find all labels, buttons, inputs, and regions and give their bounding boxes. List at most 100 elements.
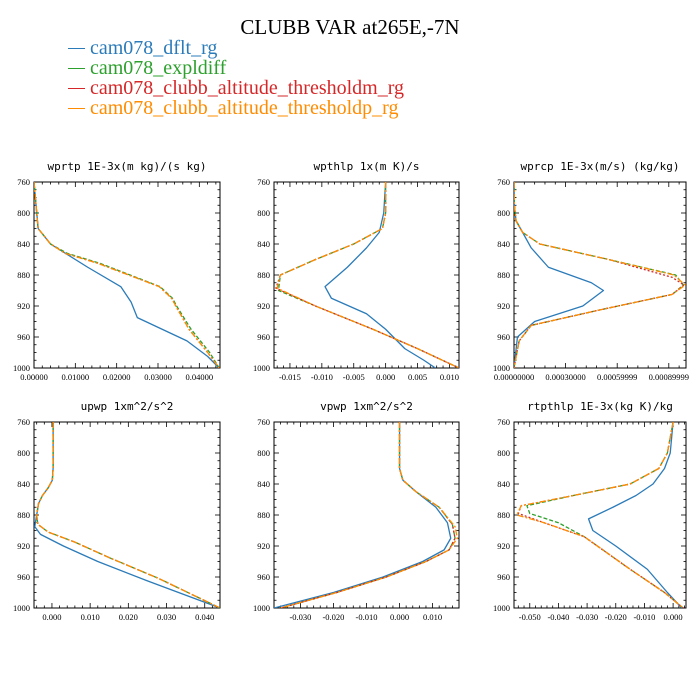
series-line-2 [36,422,220,608]
y-tick-label: 800 [17,448,30,458]
chart-panel-0: wprtp 1E-3x(m kg)/(s kg) 760 800 840 880 920 9… [13,160,221,382]
x-tick-label: 0.00089999 [649,372,689,382]
plot-frame [513,421,687,609]
series-line-3 [280,422,459,608]
x-tick-label: -0.010 [633,612,655,622]
y-tick-label: 760 [257,177,270,187]
series-line-3 [36,422,220,608]
series-line-1 [514,182,685,368]
x-tick-label: 0.010 [81,612,100,622]
y-tick-label: 880 [17,510,30,520]
series-line-0 [587,422,683,608]
legend-label-thresholdm: cam078_clubb_altitude_thresholdm_rg [90,77,405,99]
chart-title: wpthlp 1x(m K)/s [314,160,420,173]
series-line-0 [324,182,436,368]
legend-line-dflt [68,48,85,49]
x-tick-label: 0.030 [157,612,176,622]
y-tick-label: 840 [497,479,510,489]
y-tick-label: 800 [497,208,510,218]
x-tick-label: -0.040 [547,612,569,622]
series-group [514,182,686,368]
series-line-0 [34,182,220,368]
series-line-3 [514,182,686,368]
series-line-2 [280,422,456,608]
x-tick-label: 0.00030000 [545,372,585,382]
series-line-2 [275,182,459,368]
series-line-2 [514,182,685,368]
series-group [34,422,220,608]
chart-title: wprtp 1E-3x(m kg)/(s kg) [48,160,207,173]
x-tick-label: 0.000 [42,612,61,622]
legend-label-thresholdp: cam078_clubb_altitude_thresholdp_rg [90,97,399,119]
series-line-1 [34,182,220,368]
series-line-0 [34,422,220,608]
y-tick-label: 1000 [253,603,270,613]
plot-frame [273,421,460,609]
x-tick-label: 0.000 [390,612,409,622]
x-tick-label: 0.00000 [20,372,48,382]
y-tick-label: 800 [257,448,270,458]
y-tick-label: 960 [257,332,270,342]
y-tick-label: 880 [17,270,30,280]
chart-title: rtpthlp 1E-3x(kg K)/kg [527,400,673,413]
x-tick-label: -0.050 [519,612,541,622]
y-tick-label: 840 [17,479,30,489]
y-tick-label: 960 [17,332,30,342]
chart-panel-4: vpwp 1xm^2/s^2 760 800 840 880 920 960 1000 -0.0… [253,400,460,622]
chart-panel-5: rtpthlp 1E-3x(kg K)/kg 760 800 840 880 920 960… [493,400,687,622]
chart-title: upwp 1xm^2/s^2 [81,400,174,413]
y-tick-label: 960 [497,332,510,342]
series-group [274,422,459,608]
y-tick-label: 960 [17,572,30,582]
legend-line-thresholdm [68,88,85,89]
x-tick-label: -0.020 [605,612,627,622]
y-tick-label: 920 [497,301,510,311]
y-tick-label: 1000 [253,363,270,373]
y-tick-label: 880 [257,510,270,520]
y-tick-label: 840 [257,239,270,249]
y-tick-label: 760 [17,417,30,427]
y-tick-label: 840 [257,479,270,489]
y-tick-label: 1000 [13,363,30,373]
chart-title: wprcp 1E-3x(m/s) (kg/kg) [521,160,680,173]
x-tick-label: 0.000 [376,372,395,382]
series-line-0 [274,422,452,608]
y-tick-label: 920 [497,541,510,551]
x-tick-label: 0.01000 [62,372,90,382]
x-tick-label: -0.010 [356,612,378,622]
x-tick-label: 0.00000000 [494,372,534,382]
x-tick-label: -0.020 [322,612,344,622]
series-group [516,422,684,608]
chart-panel-1: wpthlp 1x(m K)/s 760 800 840 880 920 960 1000 -0… [253,160,460,382]
series-group [275,182,459,368]
series-line-0 [514,182,605,368]
legend-line-expldiff [68,68,85,69]
y-tick-label: 760 [257,417,270,427]
y-tick-label: 880 [257,270,270,280]
plot-frame [33,421,221,609]
series-line-3 [34,182,220,368]
y-tick-label: 1000 [493,603,510,613]
y-tick-label: 1000 [13,603,30,613]
y-tick-label: 920 [257,301,270,311]
series-group [34,182,220,368]
y-tick-label: 760 [17,177,30,187]
y-tick-label: 920 [17,541,30,551]
y-tick-label: 920 [17,301,30,311]
chart-panel-2: wprcp 1E-3x(m/s) (kg/kg) 760 800 840 880 920 9… [493,160,689,382]
x-tick-label: 0.000 [664,612,683,622]
y-tick-label: 1000 [493,363,510,373]
x-tick-label: 0.03000 [144,372,172,382]
x-tick-label: -0.015 [279,372,301,382]
figure-title: CLUBB VAR at265E,-7N [240,15,460,39]
chart-panel-3: upwp 1xm^2/s^2 760 800 840 880 920 960 1000 0.00… [13,400,221,622]
series-line-1 [277,182,459,368]
series-line-2 [34,182,220,368]
x-tick-label: 0.010 [440,372,459,382]
x-tick-label: 0.020 [119,612,138,622]
y-tick-label: 880 [497,510,510,520]
x-tick-label: 0.040 [195,612,214,622]
series-line-1 [526,422,684,608]
chart-title: vpwp 1xm^2/s^2 [320,400,413,413]
